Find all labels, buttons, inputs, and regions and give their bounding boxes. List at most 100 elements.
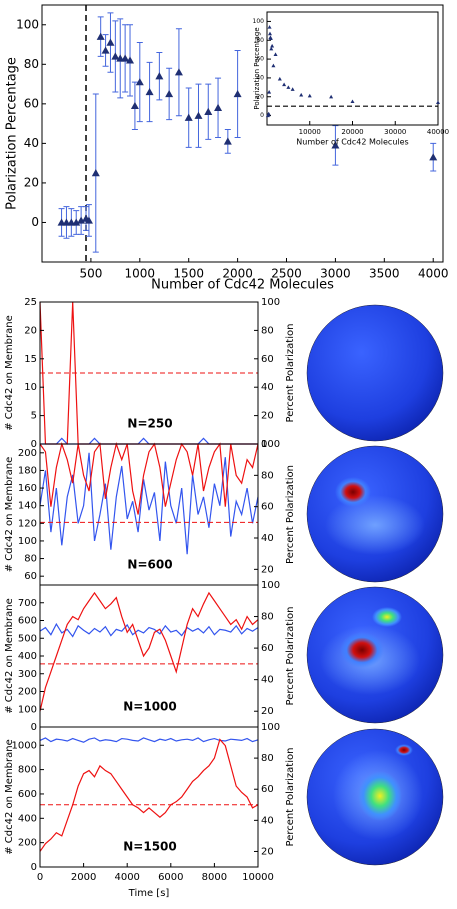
x-tick-label: 6000: [158, 872, 183, 883]
x-tick-label: 1500: [173, 267, 204, 281]
data-point: [96, 32, 105, 40]
data-point: [307, 93, 312, 98]
y-tick-label: 80: [24, 57, 39, 71]
y-axis-label: Polarization Percentage: [5, 57, 20, 210]
data-point: [269, 46, 274, 51]
series-line: [39, 591, 259, 712]
y-tick-label: 800: [18, 765, 37, 776]
data-point: [126, 56, 135, 64]
y-tick-label: 60: [261, 643, 274, 654]
series-line: [39, 737, 259, 743]
panel-label: N=600: [127, 558, 172, 572]
y-tick-label: 0: [31, 215, 39, 229]
data-point: [214, 103, 223, 111]
data-point: [329, 94, 334, 99]
data-point: [271, 63, 276, 68]
y-tick-label: 5: [31, 411, 37, 422]
panel-label: N=1500: [123, 840, 177, 854]
y-tick-label: 80: [261, 753, 274, 764]
data-point: [331, 141, 340, 149]
sphere-spot: [372, 607, 402, 627]
x-tick-label: 2000: [71, 872, 96, 883]
data-point: [290, 87, 295, 91]
data-point: [72, 218, 81, 226]
data-point: [429, 153, 438, 161]
y-tick-label: 100: [18, 536, 37, 547]
x-tick-label: 4000: [418, 267, 449, 281]
data-point: [223, 137, 232, 145]
y-tick-label: 20: [261, 706, 274, 717]
y-tick-label: 400: [18, 813, 37, 824]
data-point: [277, 76, 282, 81]
data-point: [84, 216, 93, 224]
y-tick-label: 100: [16, 17, 39, 31]
data-point: [286, 85, 291, 89]
y-axis-label: # Cdc42 on Membrane: [4, 739, 15, 855]
y-tick-label: 40: [256, 74, 264, 81]
y-tick-label: 140: [18, 501, 37, 512]
y-tick-label: 80: [256, 37, 264, 44]
y-tick-label: 80: [261, 470, 274, 481]
y-tick-label: 100: [18, 704, 37, 715]
y-tick-label: 40: [261, 815, 274, 826]
y2-axis-label: Percent Polarization: [285, 607, 296, 706]
series-line: [39, 441, 259, 515]
series-line: [39, 622, 259, 638]
data-point: [121, 54, 130, 62]
y-tick-label: 20: [261, 564, 274, 575]
y-tick-label: 0: [261, 439, 267, 450]
x-axis-label: Number of Cdc42 Molecules: [296, 138, 408, 147]
panel-label: N=250: [127, 417, 172, 431]
y-tick-label: 40: [24, 136, 39, 150]
y-tick-label: 20: [256, 93, 264, 100]
y-tick-label: 1000: [12, 740, 37, 751]
data-point: [436, 100, 440, 104]
y-tick-label: 20: [261, 846, 274, 857]
data-point: [204, 107, 213, 115]
y-tick-label: 600: [18, 789, 37, 800]
y-tick-label: 400: [18, 651, 37, 662]
y-tick-label: 0: [31, 862, 37, 873]
inset-bg: [267, 12, 438, 125]
sphere-spot: [340, 632, 384, 668]
y2-axis-label: Percent Polarization: [285, 748, 296, 847]
series-line: [39, 738, 259, 852]
plot-frame: [41, 4, 444, 263]
data-point: [267, 25, 272, 29]
y-tick-label: 180: [18, 465, 37, 476]
y-tick-label: 160: [18, 483, 37, 494]
data-point: [270, 43, 275, 48]
y-tick-label: 0: [31, 439, 37, 450]
data-point: [101, 46, 110, 54]
panel-label: N=1000: [123, 700, 177, 714]
x-axis-label: Number of Cdc42 Molecules: [151, 278, 334, 293]
y-axis-label: # Cdc42 on Membrane: [4, 598, 15, 714]
y-tick-label: 100: [261, 297, 280, 308]
y-tick-label: 100: [261, 439, 280, 450]
y-tick-label: 200: [18, 448, 37, 459]
y-tick-label: 10: [24, 382, 37, 393]
y-tick-label: 600: [18, 616, 37, 627]
plot-frame: [39, 726, 259, 868]
y-tick-label: 80: [261, 325, 274, 336]
sphere: [306, 304, 444, 442]
data-point: [282, 82, 287, 87]
data-point: [106, 38, 115, 46]
y-tick-label: 0: [260, 112, 264, 119]
sphere-spot: [325, 495, 425, 555]
series-line: [40, 437, 258, 445]
data-point: [111, 52, 120, 60]
data-point: [194, 111, 203, 119]
y-tick-label: 60: [24, 571, 37, 582]
y-tick-label: 20: [24, 175, 39, 189]
data-point: [233, 89, 242, 98]
data-point: [145, 87, 154, 96]
data-point: [155, 72, 164, 80]
y-tick-label: 80: [24, 554, 37, 565]
y-tick-label: 40: [261, 675, 274, 686]
y-axis-label: # Cdc42 on Membrane: [4, 315, 15, 431]
data-point: [165, 89, 174, 98]
x-tick-label: 10000: [299, 128, 321, 136]
y-tick-label: 15: [24, 354, 37, 365]
